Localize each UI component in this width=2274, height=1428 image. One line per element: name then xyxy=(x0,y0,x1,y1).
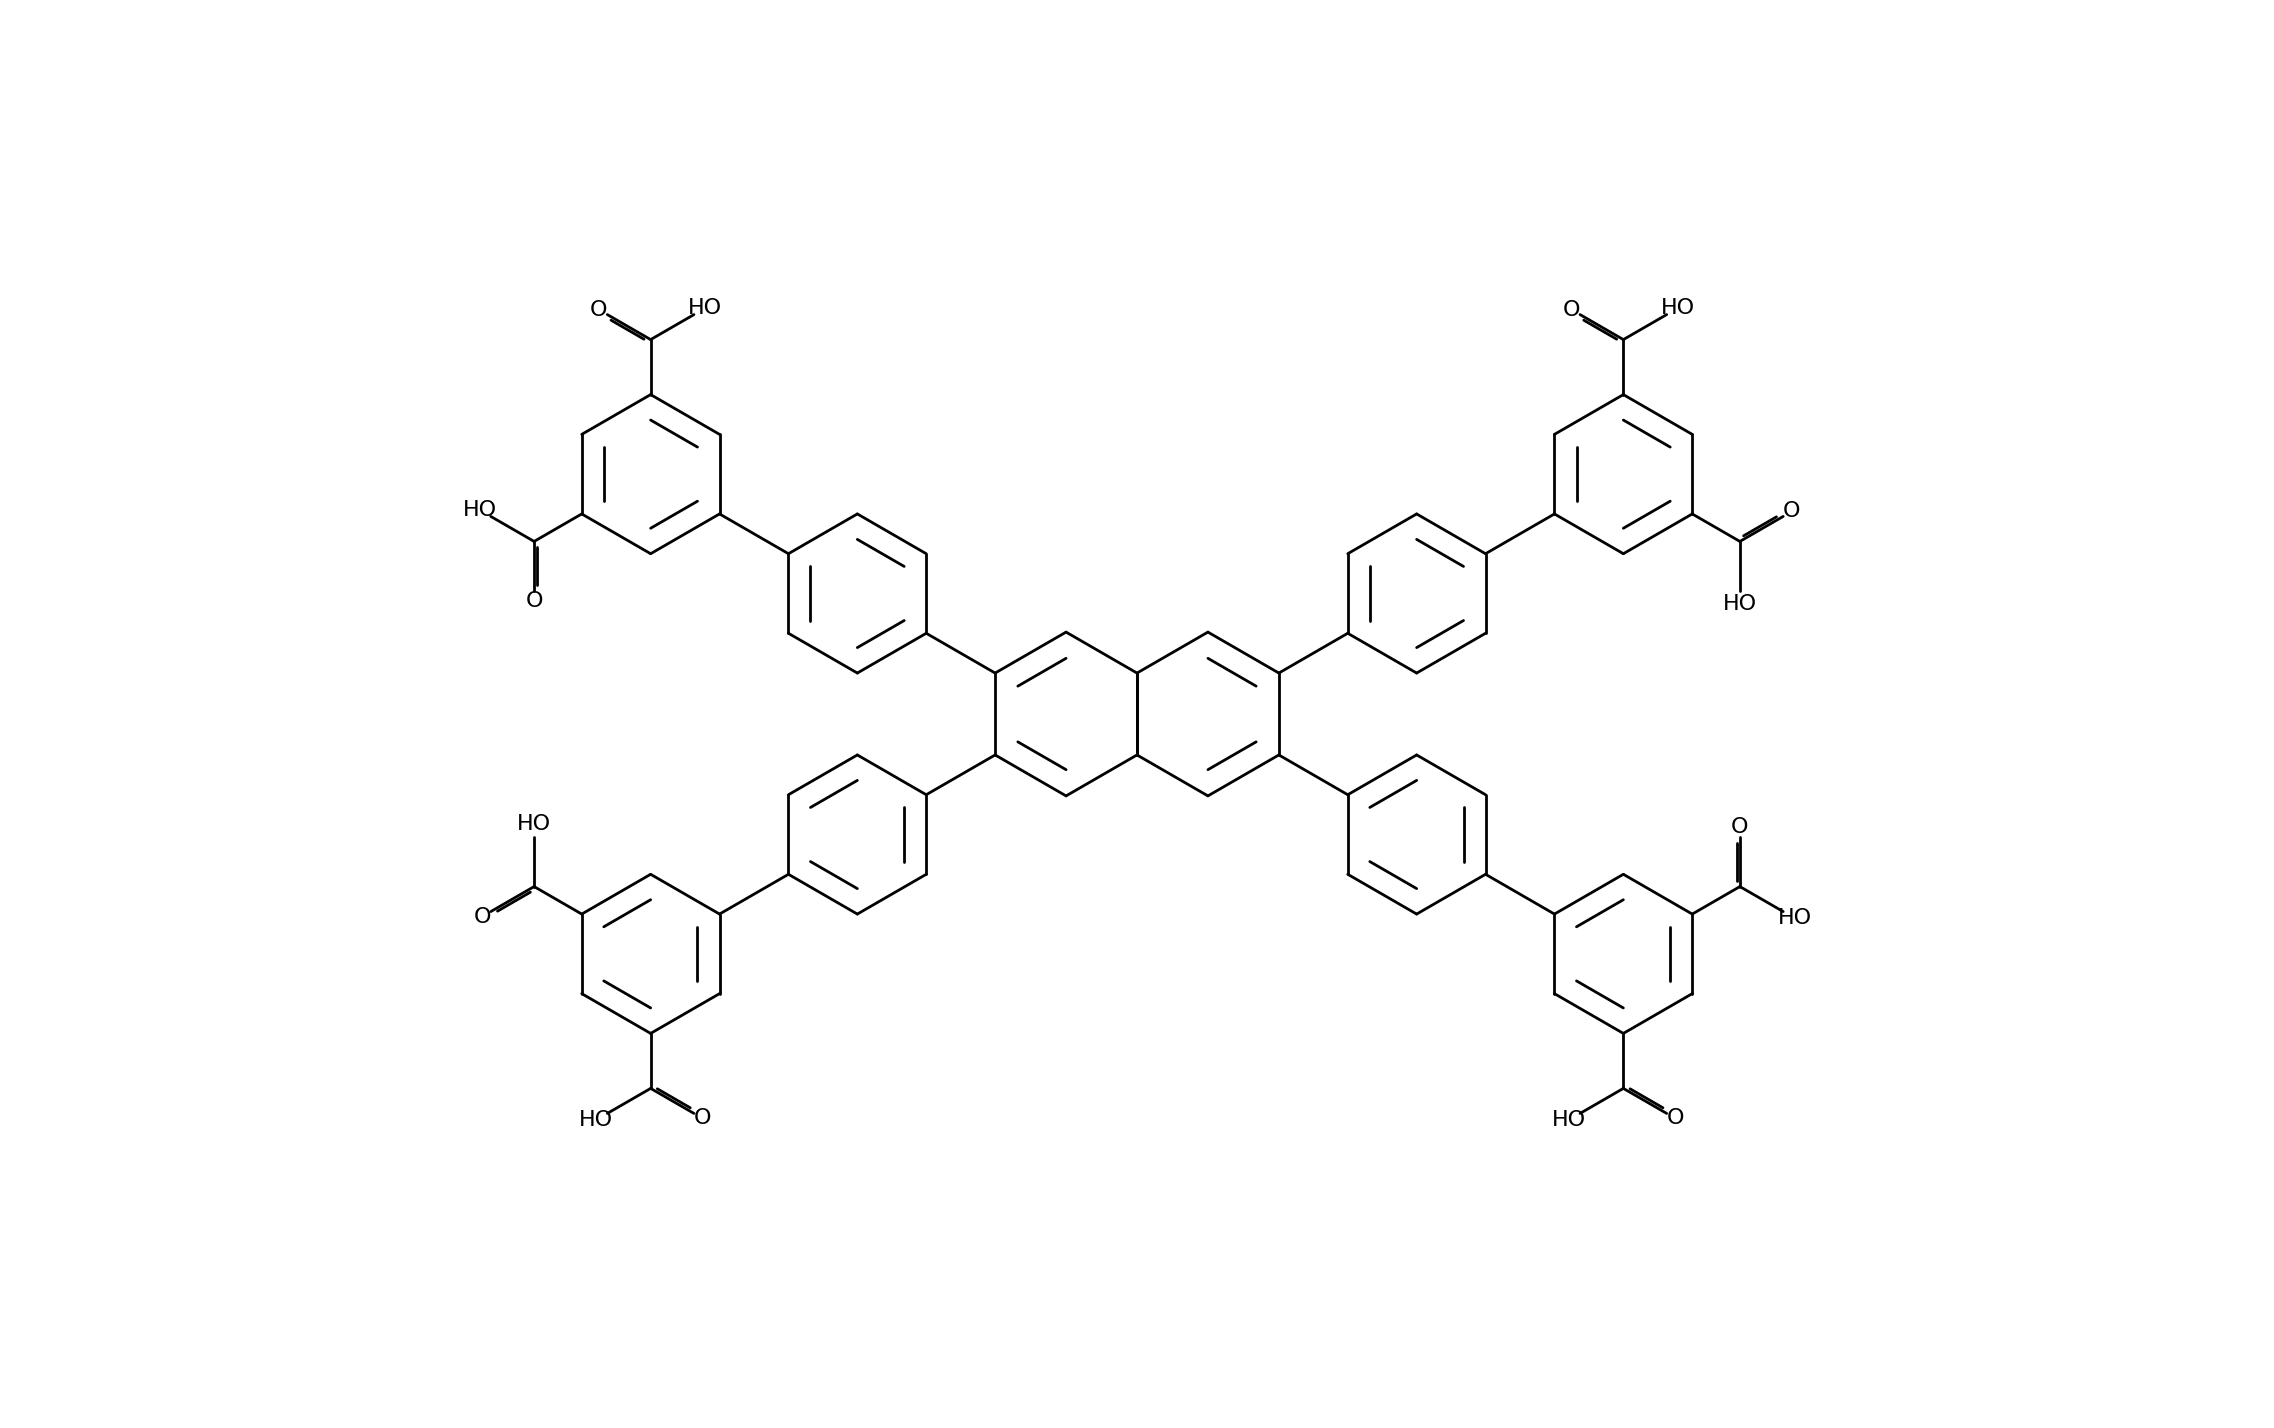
Text: HO: HO xyxy=(1660,298,1694,318)
Text: O: O xyxy=(1783,501,1801,521)
Text: HO: HO xyxy=(516,814,550,834)
Text: O: O xyxy=(473,907,491,927)
Text: O: O xyxy=(589,300,607,320)
Text: O: O xyxy=(1731,817,1749,837)
Text: HO: HO xyxy=(580,1110,614,1130)
Text: O: O xyxy=(694,1108,712,1128)
Text: O: O xyxy=(1667,1108,1685,1128)
Text: O: O xyxy=(1562,300,1580,320)
Text: O: O xyxy=(525,591,543,611)
Text: HO: HO xyxy=(462,500,496,520)
Text: HO: HO xyxy=(689,298,723,318)
Text: HO: HO xyxy=(1724,594,1758,614)
Text: HO: HO xyxy=(1778,908,1812,928)
Text: HO: HO xyxy=(1551,1110,1585,1130)
